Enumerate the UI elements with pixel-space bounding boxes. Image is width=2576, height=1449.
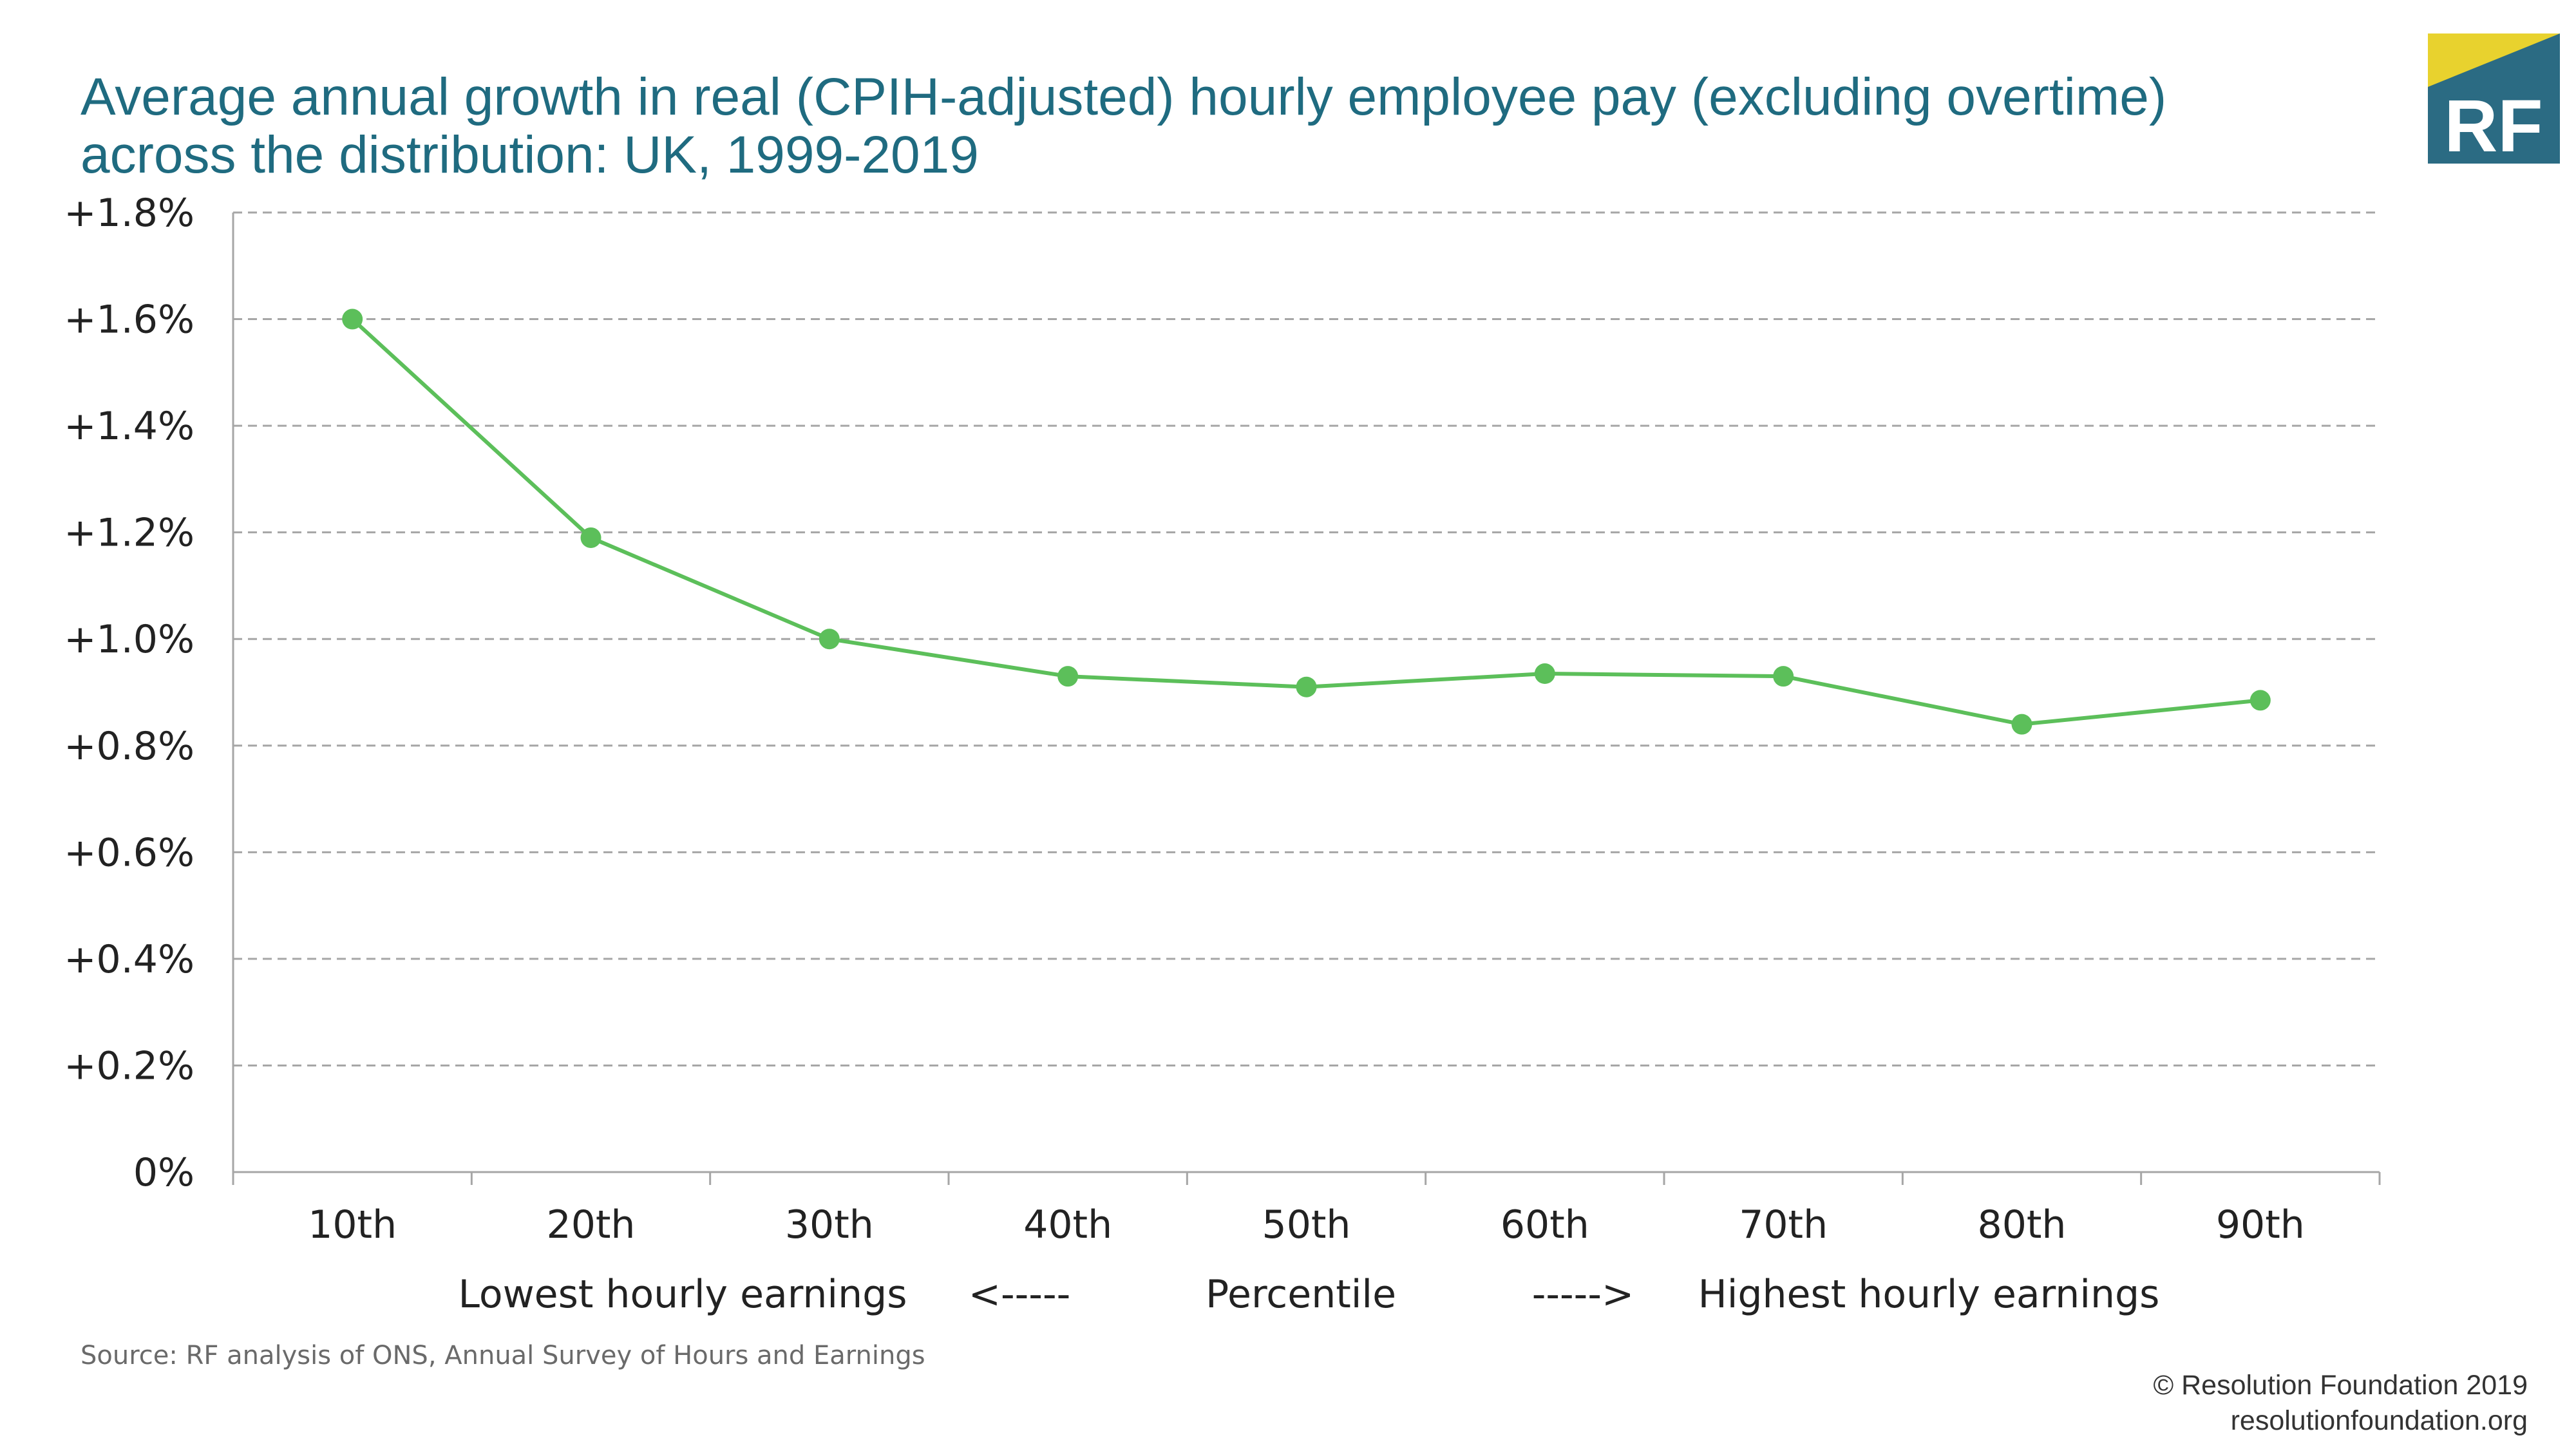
x-caption-right-arrow: -----> — [1532, 1272, 1634, 1317]
chart-title-line-1: Average annual growth in real (CPIH-adju… — [80, 68, 2166, 126]
x-tick-label: 10th — [308, 1202, 397, 1247]
x-tick-label: 70th — [1739, 1202, 1828, 1247]
data-point — [580, 527, 601, 548]
series-line — [351, 317, 2261, 726]
data-point — [1296, 676, 1317, 697]
x-tick-label: 90th — [2216, 1202, 2305, 1247]
y-tick-label: +1.0% — [64, 617, 194, 662]
x-tick-label: 50th — [1262, 1202, 1351, 1247]
x-tick-label: 30th — [785, 1202, 874, 1247]
footer-copyright: © Resolution Foundation 2019 — [2153, 1370, 2528, 1401]
logo-text: RF — [2444, 85, 2543, 167]
y-tick-label: +0.6% — [64, 830, 194, 875]
chart-title-line-2: across the distribution: UK, 1999-2019 — [80, 126, 979, 184]
data-point — [342, 308, 363, 330]
y-tick-label: +1.6% — [64, 298, 194, 343]
x-caption-right: Highest hourly earnings — [1698, 1272, 2160, 1317]
axes — [232, 213, 2381, 1185]
y-tick-label: +0.2% — [64, 1043, 194, 1088]
source-note: Source: RF analysis of ONS, Annual Surve… — [80, 1341, 925, 1370]
y-tick-label: +0.4% — [64, 937, 194, 982]
x-caption-left-arrow: <----- — [969, 1272, 1071, 1317]
x-tick-label: 40th — [1023, 1202, 1112, 1247]
y-tick-label: +1.2% — [64, 511, 194, 556]
y-tick-label: +1.4% — [64, 404, 194, 449]
x-caption-center: Percentile — [1206, 1272, 1396, 1317]
gridlines — [233, 211, 2380, 1066]
data-point — [819, 629, 840, 650]
x-tick-label: 80th — [1978, 1202, 2067, 1247]
y-tick-label: +1.8% — [64, 191, 194, 236]
footer-website: resolutionfoundation.org — [2231, 1405, 2528, 1436]
y-tick-label: +0.8% — [64, 724, 194, 769]
x-caption-left: Lowest hourly earnings — [459, 1272, 907, 1317]
data-point — [2249, 690, 2271, 711]
series — [342, 308, 2271, 735]
data-point — [1534, 663, 1555, 685]
x-tick-label: 20th — [547, 1202, 636, 1247]
rf-logo: RF — [2428, 33, 2560, 167]
data-point — [1057, 666, 1079, 687]
y-tick-labels: 0% +0.2% +0.4% +0.6% +0.8% +1.0% +1.2% +1.4% +1.… — [64, 191, 194, 1195]
data-point — [2011, 714, 2032, 735]
y-tick-label: 0% — [133, 1150, 194, 1195]
x-tick-labels: 10th 20th 30th 40th 50th 60th 70th 80th 90th — [308, 1202, 2305, 1247]
logo-accent-triangle — [2428, 33, 2560, 87]
x-axis-caption: Lowest hourly earnings <----- Percentile… — [459, 1272, 2160, 1317]
x-tick-label: 60th — [1501, 1202, 1589, 1247]
data-point — [1773, 666, 1794, 687]
